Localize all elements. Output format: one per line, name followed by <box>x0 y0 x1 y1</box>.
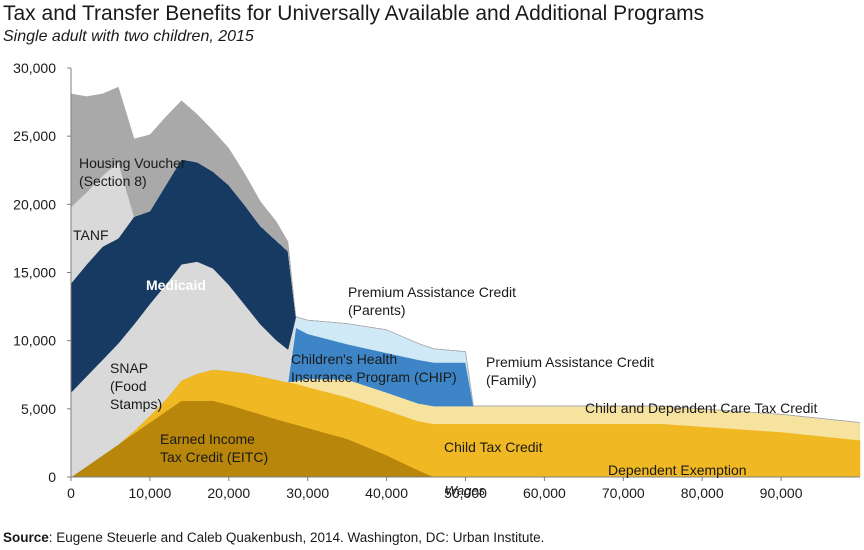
source-text: : Eugene Steuerle and Caleb Quakenbush, … <box>48 530 545 545</box>
area-label-2: Medicaid <box>146 277 206 293</box>
tick-layer: 0 5,000 10,000 15,000 20,000 25,000 30,000 0 10,… <box>13 60 803 501</box>
x-tick-label: 20,000 <box>207 485 250 501</box>
stacked-area-chart: 0 5,000 10,000 15,000 20,000 25,000 30,000 0 10,… <box>13 60 861 501</box>
x-tick-label: 30,000 <box>286 485 329 501</box>
y-tick-label: 0 <box>48 469 56 485</box>
area-label-4: Earned Income Tax Credit (EITC) <box>160 431 268 465</box>
x-axis-label: Wages <box>445 483 486 498</box>
x-tick-label: 10,000 <box>128 485 171 501</box>
y-tick-label: 20,000 <box>13 196 56 212</box>
y-tick-label: 30,000 <box>13 60 56 76</box>
y-tick-label: 25,000 <box>13 128 56 144</box>
x-tick-label: 70,000 <box>602 485 645 501</box>
source-note: Source: Eugene Steuerle and Caleb Quaken… <box>3 530 544 545</box>
area-label-1: TANF <box>73 227 109 243</box>
chart-subtitle: Single adult with two children, 2015 <box>3 28 254 45</box>
y-tick-label: 10,000 <box>13 333 56 349</box>
x-tick-label: 90,000 <box>760 485 803 501</box>
area-label-0: Housing Voucher (Section 8) <box>79 155 186 189</box>
area-label-6: Children's Health Insurance Program (CHIP… <box>291 351 457 385</box>
area-label-5: Premium Assistance Credit (Parents) <box>348 284 516 318</box>
x-tick-label: 50,000 <box>444 485 487 501</box>
y-tick-label: 5,000 <box>21 401 56 417</box>
area-label-7: Premium Assistance Credit (Family) <box>486 354 654 388</box>
area-label-8: Child and Dependent Care Tax Credit <box>585 400 818 416</box>
area-series-10 <box>70 86 861 423</box>
label-layer: Housing Voucher (Section 8) TANF Medicaid SN… <box>73 155 818 478</box>
y-tick-label: 15,000 <box>13 265 56 281</box>
source-prefix: Source <box>3 530 49 545</box>
area-label-9: Child Tax Credit <box>444 439 543 455</box>
x-tick-label: 80,000 <box>681 485 724 501</box>
x-tick-label: 40,000 <box>365 485 408 501</box>
area-label-3: SNAP (Food Stamps) <box>110 360 162 412</box>
area-label-10: Dependent Exemption <box>608 462 747 478</box>
x-tick-label: 60,000 <box>523 485 566 501</box>
x-tick-label: 0 <box>67 485 75 501</box>
chart-title: Tax and Transfer Benefits for Universall… <box>3 2 705 25</box>
